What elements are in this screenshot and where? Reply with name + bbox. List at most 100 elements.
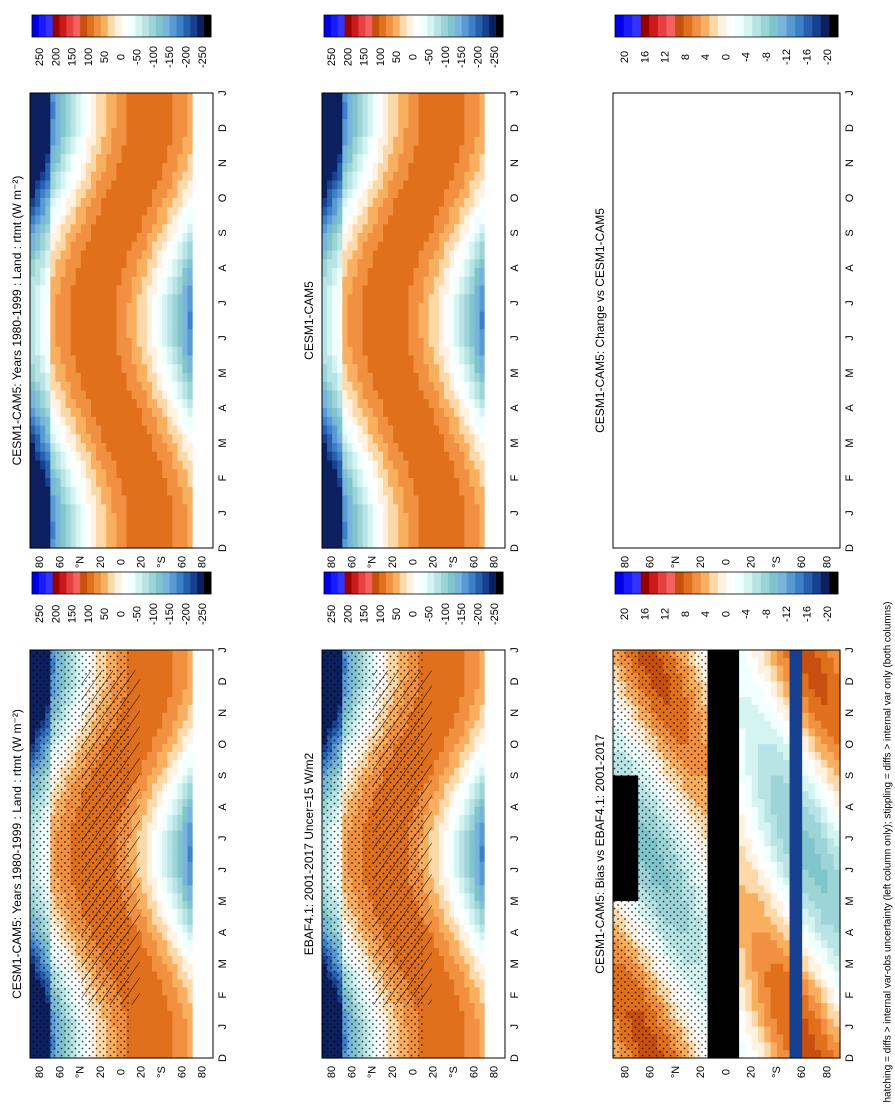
- heatmap-cell: [459, 689, 465, 698]
- heatmap-cell: [444, 1018, 450, 1028]
- heatmap-cell: [207, 814, 214, 824]
- heatmap-cell: [177, 1026, 184, 1036]
- heatmap-cell: [172, 987, 179, 996]
- heatmap-cell: [433, 956, 440, 965]
- heatmap-cell: [146, 1018, 153, 1028]
- heatmap-cell: [162, 752, 168, 761]
- heatmap-cell: [157, 799, 163, 808]
- month-tick-label: J: [509, 1024, 521, 1030]
- heatmap-cell: [454, 704, 460, 714]
- heatmap-cell: [464, 830, 471, 839]
- heatmap-cell: [162, 791, 168, 800]
- heatmap-cell: [438, 650, 445, 659]
- heatmap-cell: [192, 877, 199, 886]
- heatmap-cell: [479, 846, 486, 855]
- heatmap-cell: [182, 1050, 189, 1059]
- heatmap-cell: [141, 877, 148, 886]
- heatmap-cell: [484, 814, 491, 824]
- heatmap-cell: [192, 1026, 199, 1036]
- heatmap-cell: [454, 979, 460, 988]
- heatmap-cell: [469, 720, 476, 730]
- heatmap-cell: [172, 1050, 179, 1059]
- heatmap-cell: [449, 736, 455, 745]
- heatmap-cell: [449, 948, 455, 957]
- heatmap-cell: [146, 979, 153, 988]
- heatmap-cell: [739, 830, 747, 839]
- colorbar-swatch: [114, 572, 122, 594]
- heatmap-cell: [489, 940, 496, 949]
- heatmap-cell: [146, 846, 153, 855]
- heatmap-cell: [745, 673, 753, 682]
- heatmap-cell: [152, 885, 158, 894]
- heatmap-cell: [197, 877, 204, 886]
- heatmap-cell: [489, 759, 496, 769]
- heatmap-cell: [192, 697, 199, 706]
- heatmap-cell: [499, 987, 506, 996]
- heatmap-cell: [745, 650, 753, 659]
- heatmap-cell: [474, 689, 481, 698]
- heatmap-cell: [182, 869, 189, 879]
- heatmap-cell: [479, 728, 486, 737]
- heatmap-cell: [197, 995, 204, 1004]
- heatmap-cell: [192, 1003, 199, 1012]
- heatmap-cell: [469, 712, 476, 722]
- heatmap-cell: [444, 940, 450, 949]
- heatmap-cell: [202, 963, 209, 973]
- heatmap-cell: [459, 893, 465, 902]
- month-tick-label: D: [217, 1054, 229, 1062]
- colorbar-swatch: [475, 572, 483, 594]
- heatmap-cell: [141, 869, 148, 879]
- heatmap-cell: [469, 1034, 476, 1043]
- heatmap-cell: [479, 869, 486, 879]
- panels-container: 80 60 °N 20 0 20 °S 60 80DJFMAMJJASONDJCESM1-CAM…: [10, 14, 856, 1078]
- heatmap-cell: [469, 736, 476, 745]
- heatmap-cell: [192, 704, 199, 714]
- heatmap-cell: [449, 924, 455, 934]
- heatmap-cell: [464, 736, 471, 745]
- heatmap-cell: [438, 1018, 445, 1028]
- heatmap-cell: [433, 744, 440, 753]
- heatmap-cell: [449, 673, 455, 682]
- heatmap-cell: [167, 901, 173, 910]
- heatmap-cell: [141, 814, 148, 824]
- colorbar-label: 200: [342, 605, 354, 623]
- heatmap-cell: [438, 767, 445, 777]
- colorbar-swatch: [344, 572, 353, 594]
- heatmap-cell: [444, 963, 450, 973]
- heatmap-cell: [469, 791, 476, 800]
- heatmap-cell: [449, 893, 455, 902]
- heatmap-cell: [152, 893, 158, 902]
- colorbar-label: -50: [132, 606, 144, 622]
- heatmap-cell: [494, 728, 501, 737]
- heatmap-cell: [141, 1034, 148, 1043]
- heatmap-cell: [177, 822, 184, 832]
- heatmap-cell: [454, 869, 460, 879]
- heatmap-cell: [449, 665, 455, 675]
- heatmap-cell: [438, 846, 445, 855]
- heatmap-cell: [141, 1042, 148, 1051]
- heatmap-cell: [177, 877, 184, 886]
- heatmap-cell: [182, 987, 189, 996]
- heatmap-cell: [162, 697, 168, 706]
- heatmap-cell: [489, 744, 496, 753]
- month-tick-label: A: [509, 928, 521, 936]
- heatmap-cell: [489, 712, 496, 722]
- heatmap-cell: [459, 846, 465, 855]
- month-tick-label: J: [217, 867, 229, 873]
- heatmap-cell: [479, 767, 486, 777]
- heatmap-cell: [444, 854, 450, 863]
- heatmap-cell: [187, 673, 194, 682]
- heatmap-cell: [454, 861, 460, 871]
- heatmap-cell: [157, 924, 163, 934]
- heatmap-cell: [433, 995, 440, 1004]
- heatmap-cell: [187, 814, 194, 824]
- colorbar-swatch: [155, 572, 164, 594]
- heatmap-cell: [464, 665, 471, 675]
- heatmap-cell: [207, 791, 214, 800]
- heatmap-cell: [474, 854, 481, 863]
- heatmap-cell: [489, 681, 496, 690]
- heatmap-cell: [479, 1042, 486, 1051]
- heatmap-cell: [449, 775, 455, 784]
- colorbar-swatch: [330, 572, 339, 594]
- heatmap-cell: [207, 767, 214, 777]
